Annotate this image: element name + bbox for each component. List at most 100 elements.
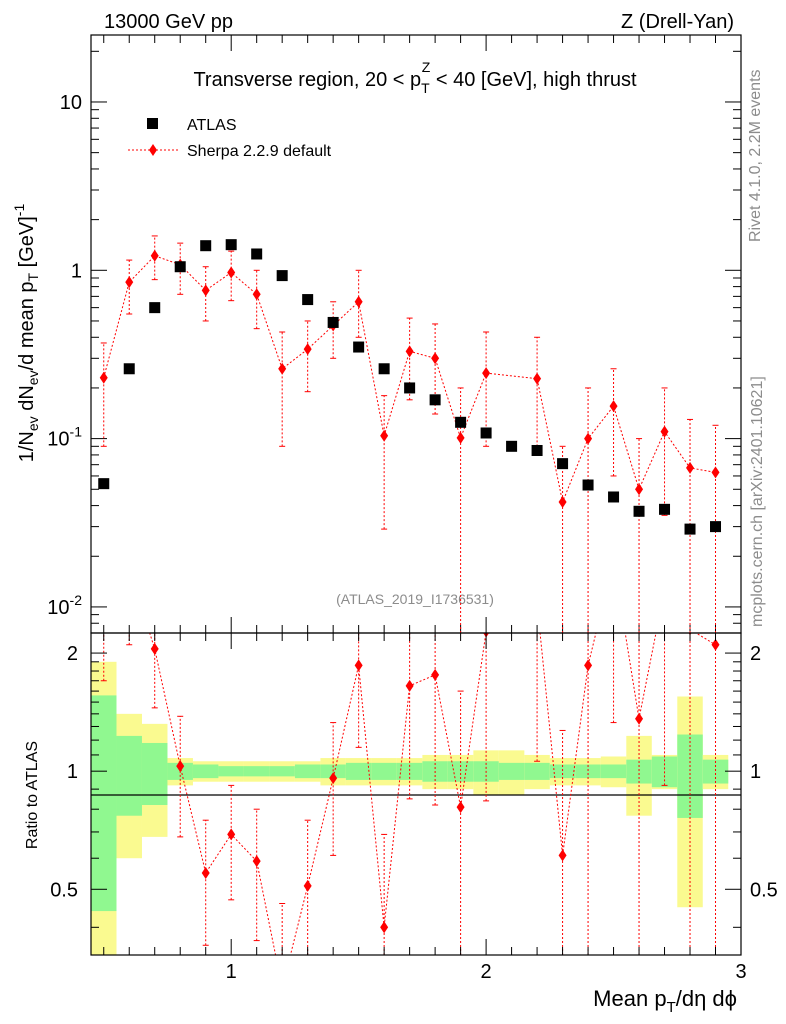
sherpa-point [711,466,720,479]
atlas-point [710,521,722,533]
sherpa-point [354,295,363,308]
sherpa-point [201,284,210,297]
atlas-point [684,523,696,535]
main-axis-ticks [91,35,742,634]
main-y-tick-label: 1 [71,260,82,282]
ratio-point [201,867,210,880]
legend: ATLAS Sherpa 2.2.9 default [128,117,332,160]
ratio-point [227,828,236,841]
atlas-point [327,316,339,328]
ratio-stat-band [498,762,525,780]
sherpa-point [431,352,440,365]
atlas-point [200,240,212,252]
sherpa-point [405,345,414,358]
ratio-frame [90,632,742,956]
main-y-tick-label: 10-1 [47,424,82,451]
atlas-point [429,394,441,406]
ratio-point [252,855,261,868]
ratio-y-tick-label-right: 1 [750,761,761,783]
atlas-point [659,503,671,515]
ratio-point [584,659,593,672]
ratio-point [303,879,312,892]
ratio-stat-band [91,695,117,912]
ratio-point [125,562,133,574]
ratio-stat-band [626,759,652,784]
analysis-watermark: (ATLAS_2019_I1736531) [336,591,494,607]
ratio-point [661,584,669,596]
ratio-point [405,679,414,692]
sherpa-point [252,288,261,301]
atlas-point [480,427,492,439]
ratio-stat-band [702,759,729,784]
ratio-stat-band [600,764,627,779]
atlas-point [302,294,314,306]
ratio-panel: 2 2 1 1 0.5 0.5 1 2 3 Ratio to ATLAS Mean pT/dη… [24,562,778,1016]
ratio-series-group [100,562,720,994]
atlas-point [123,363,135,375]
ratio-stat-band [294,764,321,779]
legend-sherpa-marker [149,144,157,156]
atlas-point [98,478,110,490]
main-title: Transverse region, 20 < pTZ < 40 [GeV], … [193,59,637,96]
ratio-stat-band [677,734,703,818]
sherpa-point [278,362,287,375]
main-y-axis-label: 1/Nev dNev/d mean pT [GeV]-1 [11,204,41,463]
main-panel: Transverse region, 20 < pTZ < 40 [GeV], … [11,34,742,634]
ratio-point [176,760,185,773]
atlas-point [608,491,620,503]
sherpa-point [558,496,567,509]
ratio-line [149,633,716,955]
sherpa-point [456,431,465,444]
ratio-point [278,982,286,994]
x-tick-label: 3 [735,961,746,983]
legend-atlas-label: ATLAS [187,117,237,134]
sherpa-point [99,371,108,384]
ratio-point [635,712,644,725]
ratio-point [456,801,465,814]
sherpa-point [150,249,159,262]
ratio-y-axis-label: Ratio to ATLAS [24,741,41,849]
ratio-stat-band [269,766,295,777]
ratio-stat-band [396,762,423,780]
sherpa-point [686,461,695,474]
atlas-point [251,248,263,260]
atlas-point [276,270,288,282]
ratio-y-tick-label: 1 [67,761,78,783]
main-y-tick-labels: 10 1 10-1 10-2 [47,92,82,619]
ratio-point [354,659,363,672]
rivet-label: Rivet 4.1.0, 2.2M events [747,69,764,242]
atlas-point [353,341,365,353]
ratio-stat-band [192,764,219,779]
energy-label: 13000 GeV pp [104,11,233,33]
x-tick-labels: 1 2 3 [226,961,747,983]
atlas-point [633,505,645,517]
sherpa-point [380,429,389,442]
ratio-series [100,562,720,994]
ratio-y-tick-label-right: 0.5 [750,879,778,901]
ratio-y-tick-label: 0.5 [50,879,78,901]
ratio-y-tick-labels: 2 2 1 1 0.5 0.5 [50,643,778,901]
atlas-point [174,261,186,273]
x-tick-label: 2 [481,961,492,983]
sherpa-point [533,372,542,385]
ratio-point [533,598,541,610]
ratio-stat-band [549,764,576,779]
atlas-point [378,363,390,375]
main-y-tick-label: 10-2 [47,592,82,619]
ratio-stat-band [575,764,601,779]
atlas-point [149,302,161,314]
sherpa-point [609,400,618,413]
sherpa-point [635,483,644,496]
sherpa-point [303,343,312,356]
atlas-point [582,479,594,491]
main-series [98,235,722,633]
ratio-point [329,772,338,785]
ratio-axis-ticks [91,633,742,955]
sherpa-line [103,255,716,504]
sherpa-point [227,266,236,279]
mcplots-label: mcplots.cern.ch [arXiv:2401.10621] [749,376,766,627]
atlas-point [455,416,467,428]
atlas-point [225,239,237,251]
sherpa-point [660,425,669,438]
x-tick-label: 1 [226,961,237,983]
